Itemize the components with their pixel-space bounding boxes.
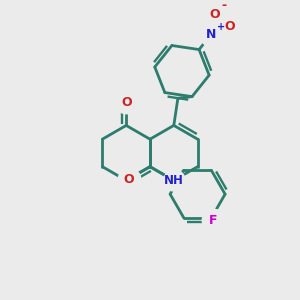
- Text: O: O: [123, 172, 134, 185]
- Text: N: N: [206, 28, 216, 41]
- Text: +: +: [217, 22, 225, 32]
- Text: O: O: [121, 96, 131, 109]
- Text: F: F: [208, 214, 217, 227]
- Text: NH: NH: [164, 174, 184, 187]
- Text: -: -: [221, 0, 227, 12]
- Text: O: O: [209, 8, 220, 21]
- Text: O: O: [224, 20, 235, 33]
